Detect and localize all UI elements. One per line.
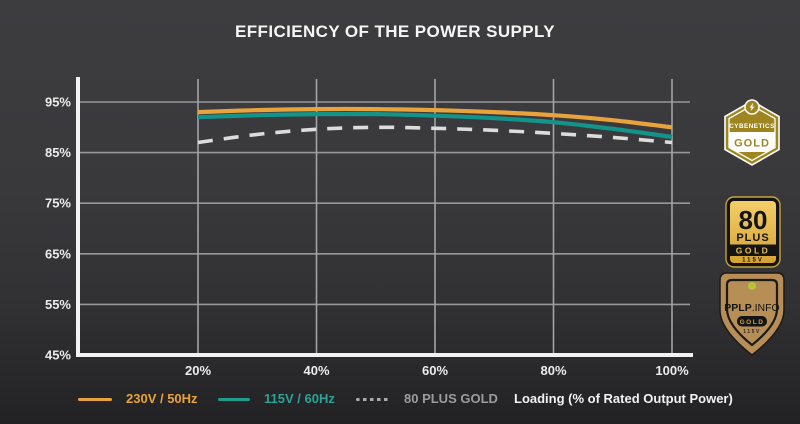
x-tick-label: 60% (422, 363, 448, 378)
pplp-brand-suffix: .INFO (752, 302, 780, 314)
x-tick-label: 20% (185, 363, 211, 378)
eighty-number-text: 80 (739, 205, 768, 235)
x-tick-label: 100% (655, 363, 689, 378)
series-line-80-plus-gold (197, 125, 673, 145)
x-tick-label: 40% (303, 363, 329, 378)
legend-swatch-115v (218, 398, 250, 401)
cybenetics-brand-text: CYBENETICS (729, 123, 775, 130)
series-line-230v-50hz (197, 106, 673, 130)
y-tick-label: 45% (45, 348, 71, 363)
eighty-plus-tier-text: GOLD (736, 246, 771, 256)
shield-inner-outline (725, 278, 779, 347)
cybenetics-gold-badge: CYBENETICS GOLD (724, 99, 780, 166)
legend-label-80plus: 80 PLUS GOLD (404, 391, 498, 406)
legend-label-230v: 230V / 50Hz (126, 391, 198, 406)
chart-legend: 230V / 50Hz 115V / 60Hz 80 PLUS GOLD Loa… (0, 390, 800, 412)
hexagon-inner-outline (728, 104, 776, 162)
legend-swatch-230v (78, 398, 112, 401)
pplp-tier-text: GOLD (740, 319, 765, 326)
pplp-tier-pill (737, 316, 767, 327)
legend-label-115v: 115V / 60Hz (264, 391, 335, 406)
x-axis-line (76, 353, 693, 357)
page-title: EFFICIENCY OF THE POWER SUPPLY (235, 22, 555, 41)
y-tick-label: 55% (45, 297, 71, 312)
lightning-glyph (749, 102, 755, 112)
eighty-plus-gold-badge: 80 PLUS GOLD 115V (725, 196, 781, 268)
y-tick-label: 65% (45, 246, 71, 261)
pplp-dot-icon (748, 282, 756, 290)
eighty-plus-voltage-text: 115V (742, 258, 764, 264)
gold-strip (730, 244, 776, 256)
y-axis-line (76, 77, 80, 357)
cybenetics-tier-text: GOLD (734, 138, 770, 150)
pplp-brand-main: PPLP (724, 302, 751, 314)
series-line-115v-60hz (197, 111, 673, 139)
y-tick-label: 75% (45, 196, 71, 211)
shield-shape (719, 272, 785, 356)
y-tick-label: 85% (45, 145, 71, 160)
pplp-gold-badge: PPLP.INFO GOLD 115V (719, 272, 785, 356)
y-tick-label: 95% (45, 95, 71, 110)
legend-swatch-80plus (356, 398, 390, 401)
pplp-brand-text: PPLP.INFO (724, 302, 779, 314)
pplp-voltage-text: 115V (743, 329, 760, 335)
x-tick-label: 80% (540, 363, 566, 378)
x-axis-label: Loading (% of Rated Output Power) (514, 391, 733, 406)
badge-white-band (729, 132, 775, 152)
plus-word-text: PLUS (736, 232, 769, 244)
